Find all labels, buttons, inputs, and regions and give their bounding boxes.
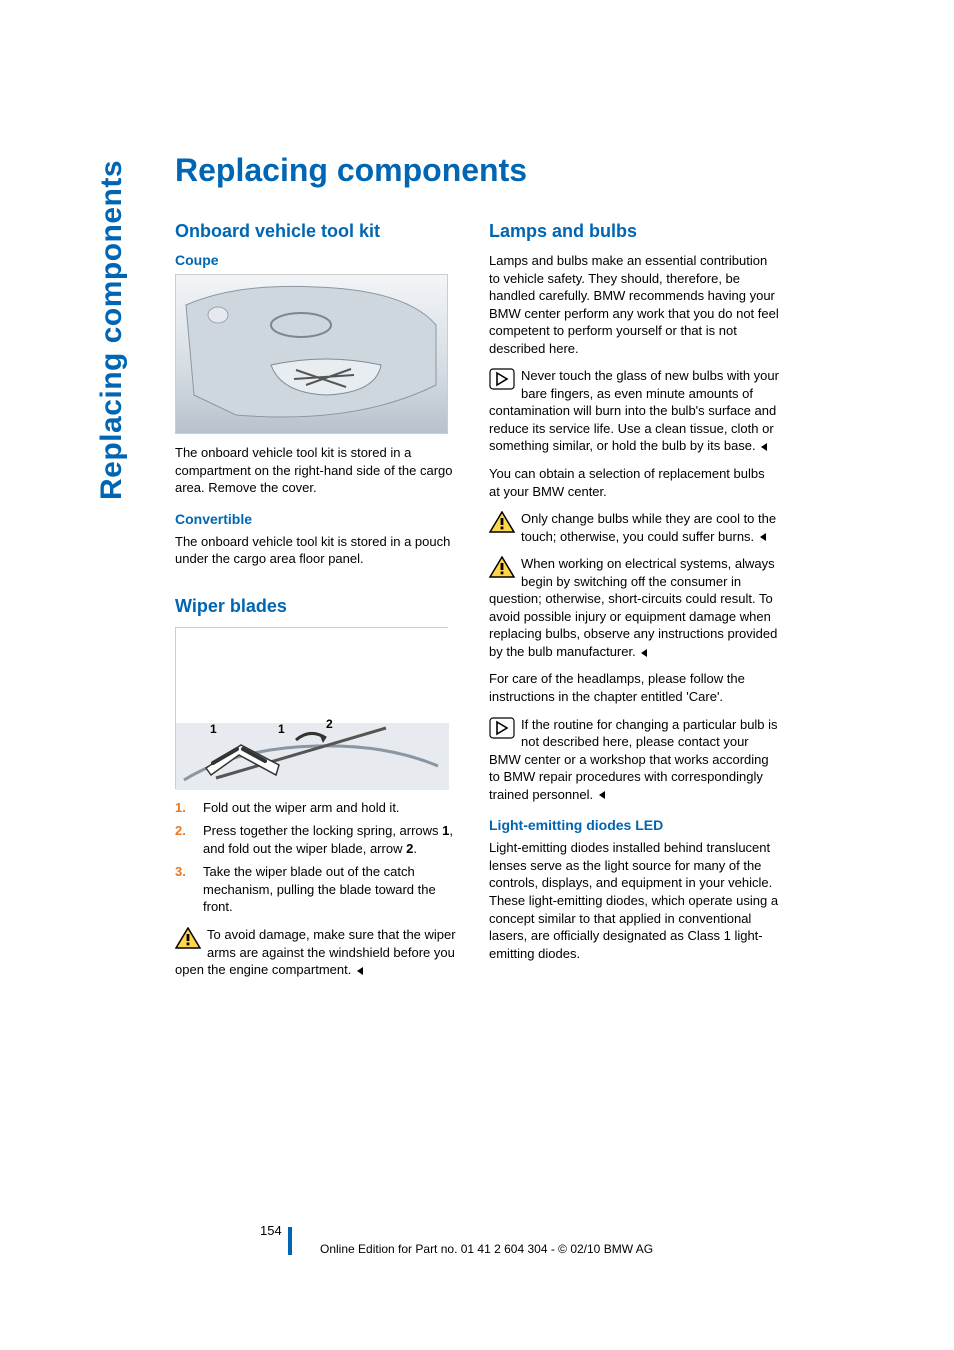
footer-text: Online Edition for Part no. 01 41 2 604 … — [320, 1242, 653, 1256]
text-coupe-toolkit: The onboard vehicle tool kit is stored i… — [175, 444, 465, 497]
left-column: Onboard vehicle tool kit Coupe The onboa… — [175, 221, 465, 989]
heading-lamps-bulbs: Lamps and bulbs — [489, 221, 779, 242]
heading-led: Light-emitting diodes LED — [489, 817, 779, 833]
end-mark-icon — [758, 532, 768, 542]
wiper-steps-list: Fold out the wiper arm and hold it. Pres… — [175, 799, 465, 916]
footer-accent-bar — [288, 1227, 292, 1255]
note-wiper-warning-text: To avoid damage, make sure that the wipe… — [175, 927, 456, 977]
end-mark-icon — [759, 442, 769, 452]
note-bulb-glass-text: Never touch the glass of new bulbs with … — [489, 368, 779, 453]
svg-text:2: 2 — [326, 717, 333, 731]
right-column: Lamps and bulbs Lamps and bulbs make an … — [489, 221, 779, 989]
end-mark-icon — [355, 966, 365, 976]
heading-wiper-blades: Wiper blades — [175, 596, 465, 617]
sidebar-section-label: Replacing components — [95, 160, 129, 500]
heading-onboard-toolkit: Onboard vehicle tool kit — [175, 221, 465, 242]
warning-icon — [175, 927, 201, 949]
note-electrical-text: When working on electrical systems, alwa… — [489, 556, 777, 659]
step-1: Fold out the wiper arm and hold it. — [175, 799, 465, 817]
note-bulb-glass: Never touch the glass of new bulbs with … — [489, 367, 779, 455]
note-routine: If the routine for changing a particular… — [489, 716, 779, 804]
info-icon — [489, 717, 515, 739]
end-mark-icon — [597, 790, 607, 800]
note-routine-text: If the routine for changing a particular… — [489, 717, 778, 802]
step-2-part-c: . — [413, 841, 417, 856]
end-mark-icon — [639, 648, 649, 658]
step-2-part-a: Press together the locking spring, arrow… — [203, 823, 442, 838]
warning-icon — [489, 556, 515, 578]
note-cool-bulbs-text: Only change bulbs while they are cool to… — [521, 511, 776, 544]
step-2: Press together the locking spring, arrow… — [175, 822, 465, 857]
page-title: Replacing components — [175, 152, 875, 189]
page-number: 154 — [260, 1223, 282, 1238]
figure-toolkit — [175, 274, 448, 434]
svg-text:1: 1 — [210, 722, 217, 736]
info-icon — [489, 368, 515, 390]
figure-wiper: 1 1 2 — [175, 627, 448, 789]
warning-icon — [489, 511, 515, 533]
note-wiper-warning: To avoid damage, make sure that the wipe… — [175, 926, 465, 979]
note-electrical: When working on electrical systems, alwa… — [489, 555, 779, 660]
heading-coupe: Coupe — [175, 252, 465, 268]
svg-text:1: 1 — [278, 722, 285, 736]
heading-convertible: Convertible — [175, 511, 465, 527]
text-led: Light-emitting diodes installed behind t… — [489, 839, 779, 962]
page-content: Replacing components Onboard vehicle too… — [175, 152, 875, 989]
step-3: Take the wiper blade out of the catch me… — [175, 863, 465, 916]
text-convertible-toolkit: The onboard vehicle tool kit is stored i… — [175, 533, 465, 568]
note-cool-bulbs: Only change bulbs while they are cool to… — [489, 510, 779, 545]
text-lamps-intro: Lamps and bulbs make an essential contri… — [489, 252, 779, 357]
text-obtain-bulbs: You can obtain a selection of replacemen… — [489, 465, 779, 500]
text-headlamp-care: For care of the headlamps, please follow… — [489, 670, 779, 705]
